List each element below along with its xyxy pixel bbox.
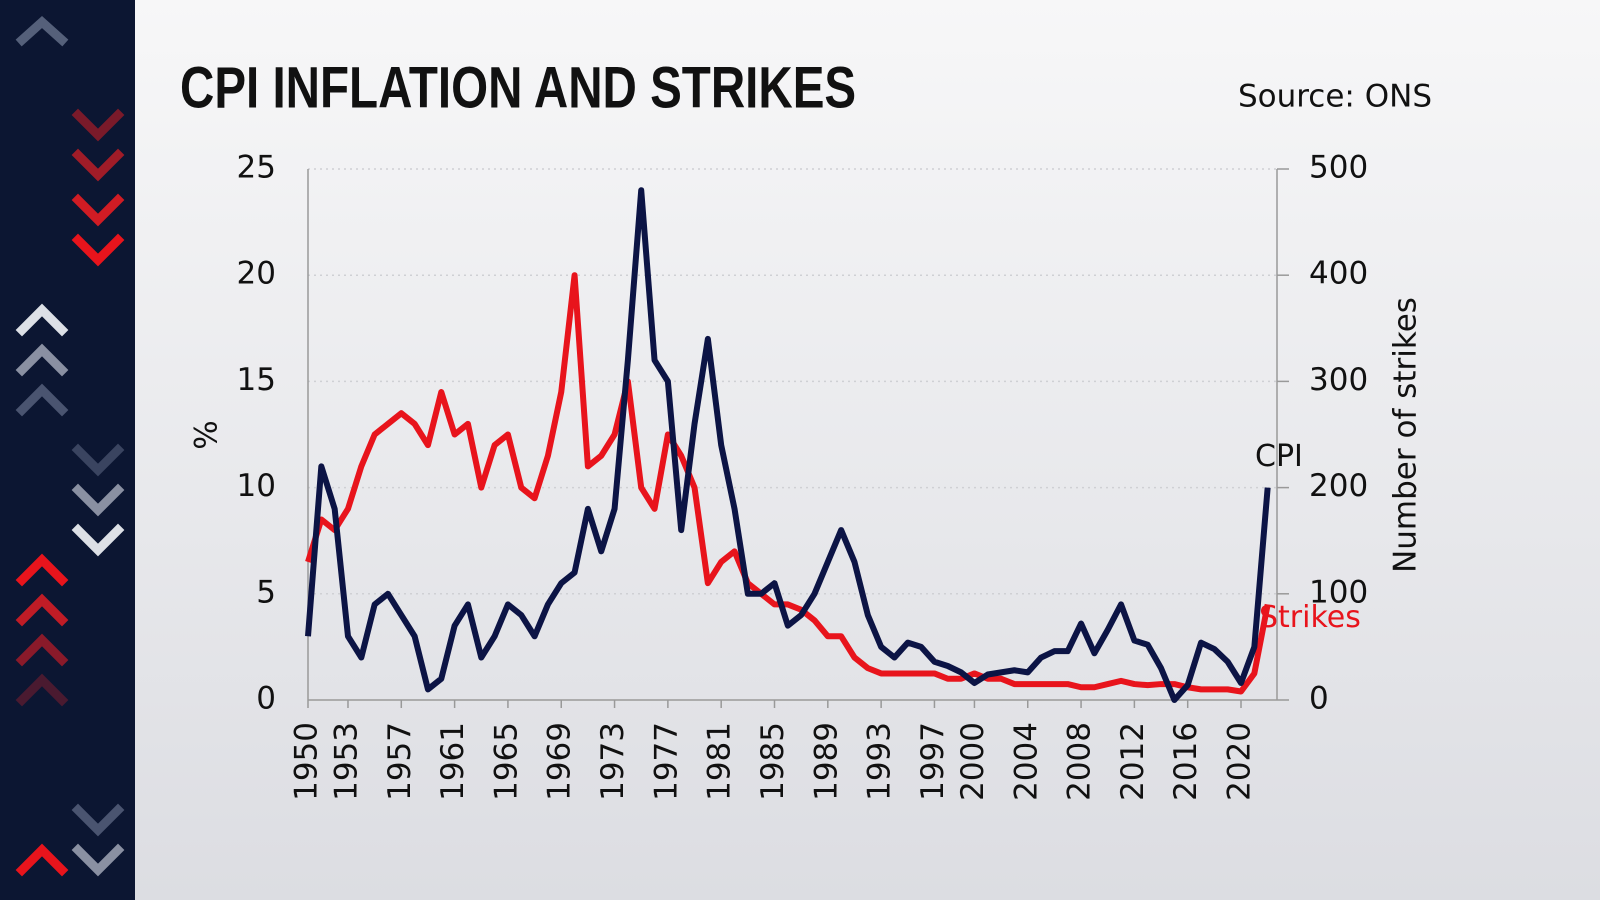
x-tick-label: 1977	[648, 722, 684, 801]
source: Source: ONS	[1238, 79, 1432, 115]
y2-tick-label: 500	[1309, 150, 1368, 186]
x-tick-label: 1985	[755, 722, 791, 801]
x-tick-label: 1981	[702, 722, 738, 801]
y2-tick-label: 400	[1309, 256, 1368, 292]
y-axis-label: %	[189, 420, 225, 449]
y2-tick-label: 300	[1309, 362, 1368, 398]
side-panel	[0, 0, 135, 900]
y-tick-label: 10	[237, 468, 276, 504]
x-tick-label: 1973	[595, 722, 631, 801]
y-tick-label: 0	[256, 681, 276, 717]
y-tick-label: 20	[237, 256, 276, 292]
x-tick-label: 1961	[435, 722, 471, 801]
y-tick-label: 5	[256, 574, 276, 610]
y2-tick-label: 100	[1309, 574, 1368, 610]
y2-tick-label: 0	[1309, 681, 1329, 717]
x-tick-label: 2016	[1168, 722, 1204, 801]
x-tick-label: 2000	[955, 722, 991, 801]
y-tick-label: 25	[237, 150, 276, 186]
x-tick-label: 1969	[542, 722, 578, 801]
x-tick-label: 2008	[1062, 722, 1098, 801]
x-tick-label: 1950	[289, 722, 325, 801]
x-tick-label: 1965	[488, 722, 524, 801]
x-tick-label: 1953	[328, 722, 364, 801]
chart-title: CPI INFLATION AND STRIKES	[180, 56, 856, 121]
y2-axis-label: Number of strikes	[1388, 297, 1424, 573]
y2-tick-label: 200	[1309, 468, 1368, 504]
x-tick-label: 2020	[1222, 722, 1258, 801]
series-line	[305, 187, 1271, 703]
series-line	[305, 272, 1271, 695]
x-tick-label: 2004	[1008, 722, 1044, 801]
x-tick-label: 1993	[862, 722, 898, 801]
x-tick-label: 1997	[915, 722, 951, 801]
y-tick-label: 15	[237, 362, 276, 398]
x-tick-label: 1957	[382, 722, 418, 801]
x-tick-label: 2012	[1115, 722, 1151, 801]
series-label: CPI	[1255, 439, 1303, 474]
series-label: Strikes	[1259, 600, 1361, 635]
x-tick-label: 1989	[808, 722, 844, 801]
